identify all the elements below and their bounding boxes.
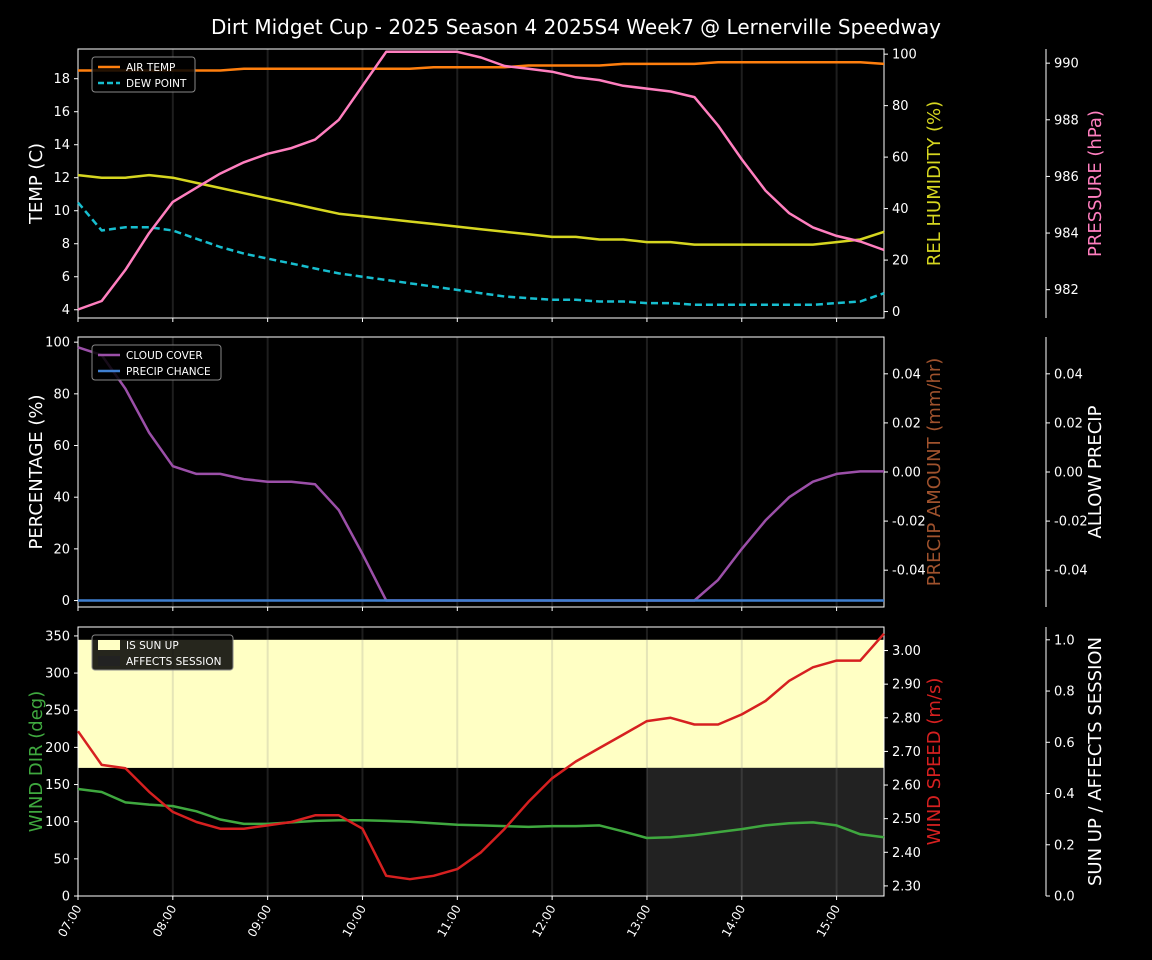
y3-tick-label: 990 <box>1054 57 1079 72</box>
y-tick-label: 40 <box>53 491 70 506</box>
y2-axis-label: PRECIP AMOUNT (mm/hr) <box>924 358 945 587</box>
y-tick-label: 6 <box>62 270 70 285</box>
y-tick-label: 20 <box>53 542 70 557</box>
y3-tick-label: 0.0 <box>1054 890 1075 905</box>
legend-label: AIR TEMP <box>126 62 175 74</box>
y2-tick-label: 2.40 <box>892 846 921 861</box>
y2-axis-label: WIND SPEED (m/s) <box>924 678 945 846</box>
legend-label: CLOUD COVER <box>126 350 203 362</box>
y3-tick-label: 0.4 <box>1054 787 1075 802</box>
y-tick-label: 12 <box>53 171 70 186</box>
y-tick-label: 0 <box>62 890 70 905</box>
series-line-rel-humidity <box>77 173 885 246</box>
y2-tick-label: 80 <box>892 99 909 114</box>
y2-tick-label: 0.02 <box>892 416 921 431</box>
panel-precip: 0 20 40 60 80 100 -0.04 -0.02 0.00 0.02 0.04 -0.04 -… <box>26 336 1106 611</box>
affects-session-band <box>646 767 884 896</box>
plot-frame <box>77 626 885 897</box>
y-tick-label: 8 <box>62 237 70 252</box>
y3-tick-label: 1.0 <box>1054 633 1075 648</box>
y3-tick-label: -0.04 <box>1054 564 1088 579</box>
y2-tick-label: 2.30 <box>892 879 921 894</box>
y-axis-label: WIND DIR (deg) <box>26 691 47 833</box>
y-tick-label: 150 <box>45 778 70 793</box>
y-tick-label: 60 <box>53 439 70 454</box>
y-tick-label: 18 <box>53 72 70 87</box>
y-tick-label: 10 <box>53 204 70 219</box>
y2-tick-label: 100 <box>892 48 917 63</box>
y-tick-label: 0 <box>62 594 70 609</box>
y-tick-label: 350 <box>45 629 70 644</box>
series-line-pressure <box>77 50 885 311</box>
series-line-dew-point <box>77 201 885 307</box>
y-tick-label: 100 <box>45 336 70 351</box>
legend-swatch <box>98 656 120 666</box>
y2-tick-label: 0.00 <box>892 466 921 481</box>
y3-axis-label: SUN UP / AFFECTS SESSION <box>1085 637 1106 886</box>
y3-tick-label: 0.00 <box>1054 466 1083 481</box>
y-tick-label: 50 <box>53 852 70 867</box>
y3-tick-label: 0.8 <box>1054 685 1075 700</box>
panel-wind: 0 50 100 150 200 250 300 350 2.30 2.40 2.50 2.60 2.7… <box>26 626 1106 939</box>
y3-tick-label: 0.6 <box>1054 736 1075 751</box>
y3-tick-label: 984 <box>1054 227 1079 242</box>
y2-tick-label: 2.50 <box>892 812 921 827</box>
y2-tick-label: 20 <box>892 254 909 269</box>
y3-axis-label: PRESSURE (hPa) <box>1085 110 1106 257</box>
y3-tick-label: 986 <box>1054 170 1079 185</box>
y2-tick-label: 2.60 <box>892 779 921 794</box>
legend-label: AFFECTS SESSION <box>126 656 222 668</box>
y2-tick-label: -0.04 <box>892 564 926 579</box>
y-axis-label: PERCENTAGE (%) <box>26 394 47 549</box>
y2-tick-label: 2.80 <box>892 711 921 726</box>
series-line-wind-dir <box>77 787 885 840</box>
y2-tick-label: 0.04 <box>892 367 921 382</box>
legend-label: DEW POINT <box>126 78 187 90</box>
y2-tick-label: 0 <box>892 305 900 320</box>
legend-label: PRECIP CHANCE <box>126 366 211 378</box>
y-tick-label: 16 <box>53 105 70 120</box>
y-tick-label: 200 <box>45 741 70 756</box>
y2-tick-label: 60 <box>892 151 909 166</box>
y2-tick-label: 3.00 <box>892 644 921 659</box>
y2-tick-label: 40 <box>892 202 909 217</box>
y-tick-label: 250 <box>45 704 70 719</box>
y3-tick-label: 0.04 <box>1054 367 1083 382</box>
y3-tick-label: 0.02 <box>1054 416 1083 431</box>
y3-axis-label: ALLOW PRECIP <box>1085 405 1106 538</box>
y-tick-label: 300 <box>45 667 70 682</box>
y-tick-label: 80 <box>53 387 70 402</box>
chart-title: Dirt Midget Cup - 2025 Season 4 2025S4 W… <box>211 15 941 39</box>
y3-tick-label: 982 <box>1054 283 1079 298</box>
series-line-air-temp <box>78 60 885 72</box>
y2-axis-label: REL HUMIDITY (%) <box>924 101 945 266</box>
legend-box <box>91 344 222 381</box>
y-axis-label: TEMP (C) <box>26 143 47 225</box>
y-tick-label: 4 <box>62 303 70 318</box>
legend-label: IS SUN UP <box>126 640 179 652</box>
legend-swatch <box>98 640 120 650</box>
y3-tick-label: -0.02 <box>1054 515 1088 530</box>
series-line-wind-speed <box>76 632 885 881</box>
legend-box <box>91 634 234 671</box>
y-tick-label: 14 <box>53 138 70 153</box>
y3-tick-label: 988 <box>1054 113 1079 128</box>
plot-frame <box>77 48 885 319</box>
y3-tick-label: 0.2 <box>1054 838 1075 853</box>
y2-tick-label: -0.02 <box>892 515 926 530</box>
panel-temperature: 4 6 8 10 12 14 16 18 0 20 40 60 80 100 982 984 986 988 990… <box>26 48 1106 322</box>
y2-tick-label: 2.90 <box>892 678 921 693</box>
y2-tick-label: 2.70 <box>892 745 921 760</box>
y-tick-label: 100 <box>45 815 70 830</box>
